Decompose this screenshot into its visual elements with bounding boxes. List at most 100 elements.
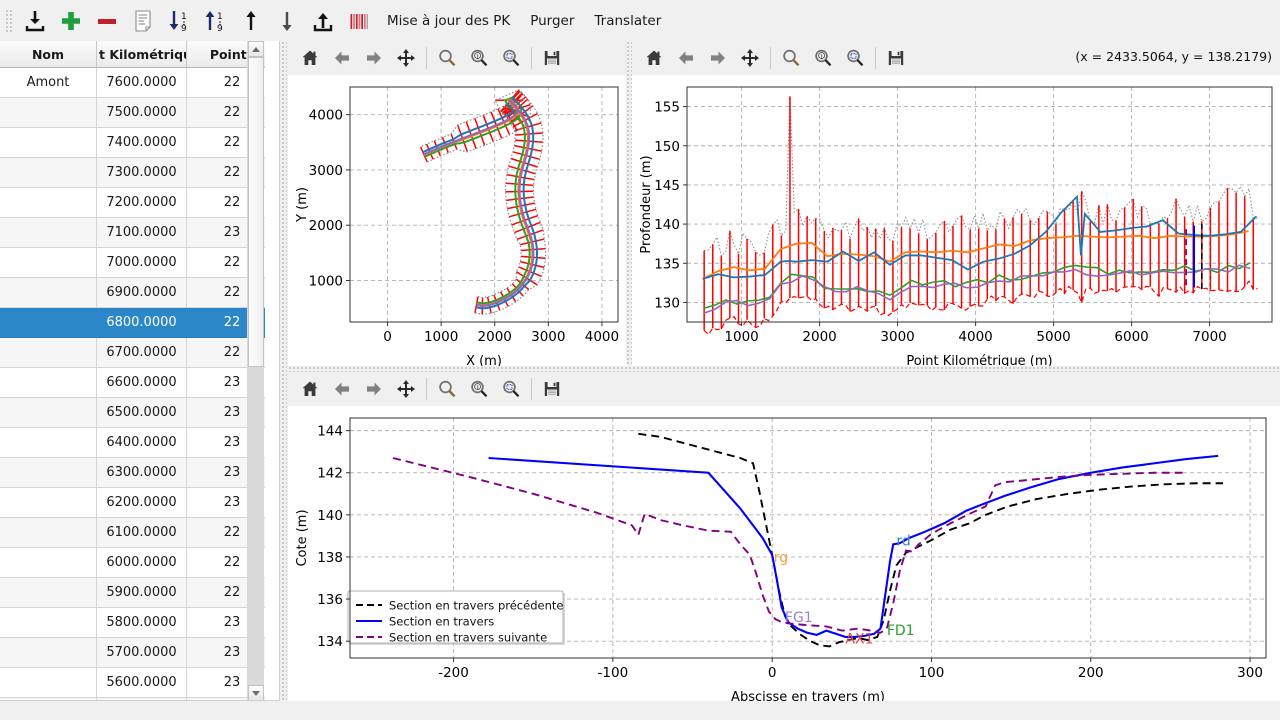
translate-button[interactable]: Translater [594,12,662,29]
home-icon[interactable] [294,43,326,73]
cell-pk[interactable]: 5900.0000 [96,577,187,608]
sections-icon[interactable] [341,3,377,39]
cell-pk[interactable]: 6900.0000 [96,277,187,308]
back-arrow-icon[interactable] [326,374,358,404]
table-row[interactable]: 6000.0000 22 [0,547,265,578]
cell-nom[interactable] [0,157,97,188]
cell-pk[interactable]: 7500.0000 [96,97,187,128]
home-icon[interactable] [294,374,326,404]
pan-icon[interactable] [390,374,422,404]
cell-nom[interactable] [0,427,97,458]
column-header-pk[interactable]: t Kilométriqu [96,41,187,68]
table-row[interactable]: Amont 7600.0000 22 [0,67,265,98]
vertical-splitter[interactable] [281,41,287,701]
cell-points[interactable]: 23 [186,697,265,701]
update-pk-button[interactable]: Mise à jour des PK [387,12,511,29]
forward-arrow-icon[interactable] [702,43,734,73]
cell-nom[interactable] [0,607,97,638]
zoom-rect-icon[interactable] [839,43,871,73]
forward-arrow-icon[interactable] [358,374,390,404]
zoom-icon[interactable] [431,374,463,404]
cell-pk[interactable]: 5500.0000 [96,697,187,701]
cell-pk[interactable]: 6300.0000 [96,457,187,488]
table-row[interactable]: 7200.0000 22 [0,187,265,218]
cell-nom[interactable] [0,187,97,218]
cell-nom[interactable] [0,127,97,158]
remove-icon[interactable] [89,3,125,39]
cell-nom[interactable] [0,97,97,128]
cell-nom[interactable] [0,307,97,338]
table-row[interactable]: 7500.0000 22 [0,97,265,128]
table-row[interactable]: 7400.0000 22 [0,127,265,158]
cell-nom[interactable] [0,457,97,488]
sort-ascending-icon[interactable]: 1 9 [197,3,233,39]
scrollbar-thumb[interactable] [248,57,264,367]
cell-pk[interactable]: 6800.0000 [96,307,187,338]
home-icon[interactable] [638,43,670,73]
table-row[interactable]: 6700.0000 22 [0,337,265,368]
cell-pk[interactable]: 6100.0000 [96,517,187,548]
scrollbar-track[interactable] [248,367,264,685]
sort-descending-icon[interactable]: 1 9 [161,3,197,39]
cell-pk[interactable]: 6600.0000 [96,367,187,398]
cell-pk[interactable]: 5700.0000 [96,637,187,668]
scroll-down-arrow-icon[interactable] [248,685,264,701]
cell-nom[interactable] [0,637,97,668]
table-row[interactable]: 6900.0000 22 [0,277,265,308]
cell-pk[interactable]: 5800.0000 [96,607,187,638]
cell-pk[interactable]: 6700.0000 [96,337,187,368]
move-up-icon[interactable] [233,3,269,39]
cell-pk[interactable]: 7000.0000 [96,247,187,278]
document-icon[interactable] [125,3,161,39]
table-row[interactable]: 6500.0000 23 [0,397,265,428]
pan-icon[interactable] [390,43,422,73]
table-row[interactable]: 6800.0000 22 [0,307,265,338]
horizontal-splitter[interactable] [288,366,1280,372]
cell-pk[interactable]: 6400.0000 [96,427,187,458]
table-row[interactable]: 6100.0000 22 [0,517,265,548]
table-row[interactable]: 6400.0000 23 [0,427,265,458]
export-icon[interactable] [305,3,341,39]
plot-vertical-splitter[interactable] [626,41,632,366]
zoom-icon[interactable] [431,43,463,73]
add-icon[interactable] [53,3,89,39]
cell-pk[interactable]: 5600.0000 [96,667,187,698]
forward-arrow-icon[interactable] [358,43,390,73]
cell-nom[interactable] [0,217,97,248]
cell-nom[interactable] [0,277,97,308]
table-row[interactable]: 5600.0000 23 [0,667,265,698]
cell-pk[interactable]: 7100.0000 [96,217,187,248]
cell-pk[interactable]: 6000.0000 [96,547,187,578]
table-row[interactable]: 7000.0000 22 [0,247,265,278]
move-down-icon[interactable] [269,3,305,39]
table-row[interactable]: 5700.0000 23 [0,637,265,668]
column-header-nom[interactable]: Nom [0,41,97,68]
zoom-one-icon[interactable]: 1 [463,43,495,73]
cell-pk[interactable]: 7200.0000 [96,187,187,218]
save-icon[interactable] [536,43,568,73]
table-row[interactable]: 6600.0000 23 [0,367,265,398]
save-icon[interactable] [536,374,568,404]
scroll-up-arrow-icon[interactable] [248,41,264,57]
zoom-icon[interactable] [775,43,807,73]
cell-nom[interactable] [0,367,97,398]
purge-button[interactable]: Purger [530,12,575,29]
zoom-rect-icon[interactable] [495,43,527,73]
cell-pk[interactable]: 6500.0000 [96,397,187,428]
cell-nom[interactable] [0,397,97,428]
cell-nom[interactable] [0,667,97,698]
cell-nom[interactable] [0,247,97,278]
table-row[interactable]: 5800.0000 23 [0,607,265,638]
import-icon[interactable] [17,3,53,39]
table-row[interactable]: 7100.0000 23 [0,217,265,248]
table-row[interactable]: 5900.0000 22 [0,577,265,608]
cell-nom[interactable] [0,487,97,518]
cell-nom[interactable] [0,697,97,701]
cell-pk[interactable]: 7300.0000 [96,157,187,188]
table-row[interactable]: 7300.0000 22 [0,157,265,188]
toolbar-grip[interactable] [4,7,13,34]
back-arrow-icon[interactable] [326,43,358,73]
table-row[interactable]: 6300.0000 23 [0,457,265,488]
zoom-rect-icon[interactable] [495,374,527,404]
cell-nom[interactable] [0,517,97,548]
